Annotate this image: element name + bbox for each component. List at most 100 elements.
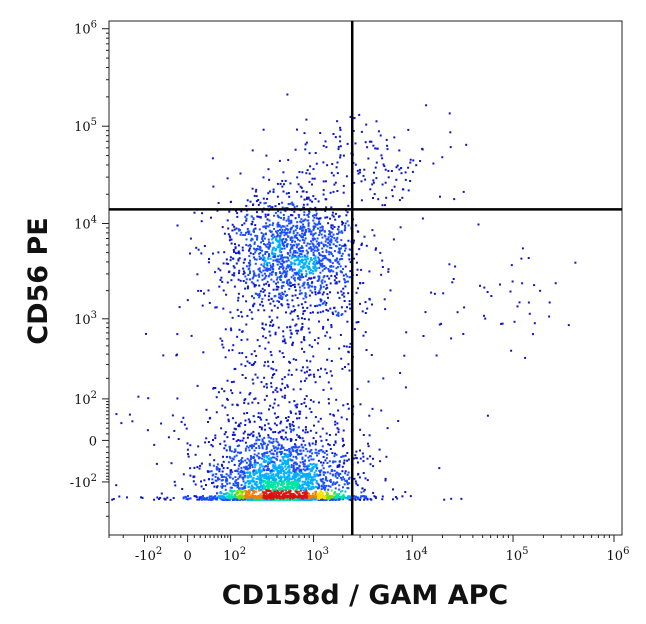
event-dot	[298, 477, 301, 480]
event-dot	[222, 307, 225, 310]
event-dot	[308, 407, 311, 410]
event-dot	[310, 449, 313, 452]
event-dot	[221, 280, 224, 283]
event-dot	[324, 244, 327, 247]
event-dot	[307, 318, 310, 321]
event-dot	[256, 238, 258, 241]
event-dot	[186, 442, 189, 445]
event-dot	[313, 475, 316, 478]
event-dot	[343, 278, 346, 281]
event-dot	[295, 457, 298, 460]
event-dot	[262, 269, 265, 272]
event-dot	[448, 263, 451, 266]
event-dot	[222, 485, 225, 488]
event-dot	[280, 484, 282, 486]
event-dot	[320, 280, 323, 283]
event-dot	[241, 224, 244, 227]
event-dot	[245, 323, 248, 326]
event-dot	[304, 237, 307, 240]
event-dot	[307, 476, 310, 479]
event-dot	[302, 366, 304, 369]
event-dot	[356, 268, 359, 271]
event-dot	[315, 431, 318, 434]
event-dot	[326, 275, 329, 278]
event-dot	[251, 220, 254, 223]
event-dot	[338, 244, 341, 247]
event-dot	[298, 474, 301, 477]
event-dot	[245, 217, 248, 220]
event-dot	[286, 257, 289, 260]
event-dot	[270, 457, 273, 460]
event-dot	[332, 215, 335, 218]
event-dot	[315, 217, 318, 220]
event-dot	[344, 490, 347, 493]
event-dot	[439, 195, 441, 198]
event-dot	[275, 238, 277, 241]
event-dot	[278, 482, 280, 485]
event-dot	[231, 349, 234, 352]
event-dot	[270, 492, 273, 495]
event-dot	[302, 276, 305, 278]
event-dot	[325, 331, 328, 334]
event-dot	[308, 272, 311, 275]
event-dot	[330, 247, 333, 249]
event-dot	[312, 251, 315, 254]
event-dot	[338, 493, 341, 495]
event-dot	[277, 326, 280, 329]
event-dot	[306, 257, 309, 260]
event-dot	[278, 240, 281, 242]
event-dot	[326, 245, 329, 248]
event-dot	[288, 284, 291, 287]
event-dot	[258, 345, 261, 348]
event-dot	[265, 267, 268, 270]
event-dot	[261, 489, 264, 492]
event-dot	[249, 243, 252, 246]
event-dot	[325, 302, 328, 304]
event-dot	[330, 224, 333, 227]
event-dot	[290, 214, 292, 217]
event-dot	[285, 417, 287, 419]
event-dot	[263, 289, 266, 292]
event-dot	[334, 212, 337, 215]
event-dot	[306, 484, 309, 487]
event-dot	[407, 189, 410, 192]
event-dot	[335, 433, 337, 436]
event-dot	[306, 468, 309, 471]
event-dot	[295, 471, 298, 474]
event-dot	[241, 460, 244, 463]
event-dot	[362, 455, 365, 458]
event-dot	[300, 470, 302, 473]
event-dot	[300, 270, 303, 273]
event-dot	[317, 275, 320, 278]
event-dot	[324, 257, 326, 260]
event-dot	[293, 283, 296, 286]
event-dot	[298, 465, 301, 468]
event-dot	[322, 471, 325, 474]
event-dot	[315, 473, 318, 476]
event-dot	[343, 483, 346, 486]
event-dot	[246, 436, 249, 439]
event-dot	[286, 385, 289, 388]
event-dot	[261, 465, 264, 468]
event-dot	[235, 498, 238, 501]
event-dot	[289, 263, 292, 266]
event-dot	[269, 302, 272, 305]
event-dot	[210, 216, 212, 219]
event-dot	[267, 238, 270, 241]
event-dot	[362, 472, 365, 474]
event-dot	[288, 464, 291, 467]
event-dot	[307, 222, 310, 225]
event-dot	[216, 209, 219, 212]
event-dot	[267, 473, 270, 476]
event-dot	[243, 487, 246, 490]
event-dot	[261, 457, 264, 460]
event-dot	[288, 282, 291, 285]
event-dot	[320, 485, 323, 488]
event-dot	[234, 495, 237, 498]
event-dot	[328, 250, 331, 253]
event-dot	[289, 481, 292, 484]
event-dot	[335, 259, 338, 262]
event-dot	[323, 275, 326, 277]
event-dot	[252, 489, 255, 492]
event-dot	[239, 422, 242, 425]
